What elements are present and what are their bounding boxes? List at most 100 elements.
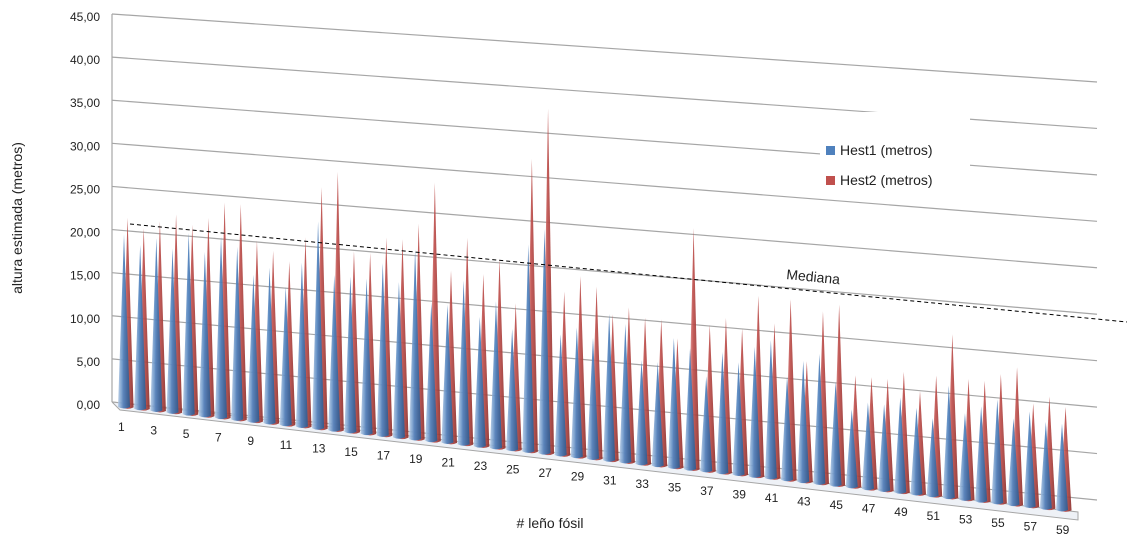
x-tick-label: 49 <box>894 505 908 519</box>
cone-hest1 <box>457 280 470 446</box>
cone-hest1 <box>231 246 244 421</box>
cone-hest1 <box>328 274 341 432</box>
gridline <box>111 185 1098 269</box>
cone-hest1 <box>150 238 163 413</box>
x-tick-label: 15 <box>344 445 358 459</box>
cone-hest1 <box>489 301 502 450</box>
gridline <box>111 315 1098 408</box>
cone-hest1 <box>215 236 228 420</box>
x-tick-label: 7 <box>215 431 222 445</box>
cone-hest1 <box>538 228 551 455</box>
x-tick-label: 31 <box>603 473 617 487</box>
cone-hest1 <box>635 360 648 466</box>
x-tick-label: 11 <box>280 438 293 452</box>
x-axis-title: # leño fósil <box>517 515 584 531</box>
gridline <box>111 228 1098 315</box>
cone-hest1 <box>878 404 891 492</box>
cone-hest1 <box>360 278 373 436</box>
cone-hest1 <box>975 406 988 503</box>
legend-swatch-hest1 <box>826 146 835 155</box>
y-tick-label: 20,00 <box>70 226 100 240</box>
cone-hest1 <box>797 360 810 484</box>
x-tick-label: 9 <box>247 434 254 448</box>
x-tick-labels: 1 3 5 7 9 11 13 15 17 19 21 23 25 27 29 31 33 35 37 39 41 43 4… <box>118 420 1070 537</box>
cone-hest1 <box>570 327 583 459</box>
cone-hest1 <box>166 248 179 414</box>
cone-hest1 <box>651 362 664 468</box>
cone-hest1 <box>441 304 454 445</box>
x-tick-label: 21 <box>441 456 455 470</box>
x-tick-label: 29 <box>571 470 585 484</box>
cone-hest1 <box>829 381 842 487</box>
cone-hest1 <box>764 340 777 480</box>
median-line <box>129 223 1127 323</box>
y-tick-label: 10,00 <box>70 312 100 326</box>
cone-hest1 <box>376 262 389 437</box>
cone-hest1 <box>700 376 713 473</box>
cone-hest1 <box>295 262 308 429</box>
x-tick-label: 43 <box>797 495 811 509</box>
x-tick-label: 45 <box>830 498 844 512</box>
y-axis-title: altura estimada (metros) <box>9 142 25 294</box>
x-tick-label: 35 <box>668 480 682 494</box>
x-tick-label: 53 <box>959 512 973 526</box>
gridline <box>111 13 1098 83</box>
x-tick-label: 1 <box>118 420 125 434</box>
cone-hest1 <box>894 397 907 494</box>
x-tick-label: 19 <box>409 452 423 466</box>
cone-hest1 <box>1023 411 1036 508</box>
cone-hest1 <box>1039 422 1052 510</box>
y-tick-label: 15,00 <box>70 269 100 283</box>
y-tick-label: 0,00 <box>77 398 101 412</box>
x-tick-label: 13 <box>312 441 326 455</box>
cone-hest1 <box>134 244 147 411</box>
cone-hest1 <box>587 337 599 460</box>
cone-hest1 <box>247 274 260 423</box>
y-tick-label: 25,00 <box>70 182 100 196</box>
cone-hest1 <box>926 418 939 498</box>
cone-hest1 <box>392 281 405 439</box>
cone-hest1 <box>667 338 680 469</box>
x-tick-label: 33 <box>636 477 650 491</box>
cone-hest1 <box>684 348 697 471</box>
x-tick-label: 41 <box>765 491 779 505</box>
legend-label-hest2: Hest2 (metros) <box>840 172 933 188</box>
cone-hest1 <box>603 313 616 462</box>
x-tick-label: 59 <box>1056 523 1070 537</box>
cone-hest1 <box>748 346 761 478</box>
x-tick-label: 37 <box>700 484 714 498</box>
legend-swatch-hest2 <box>826 176 835 185</box>
cone-hest1 <box>781 376 794 482</box>
x-tick-label: 17 <box>377 448 391 462</box>
cone-hest1 <box>1007 418 1020 507</box>
y-tick-label: 40,00 <box>70 53 100 67</box>
y-tick-label: 45,00 <box>70 10 100 24</box>
y-tick-labels: 0,00 5,00 10,00 15,00 20,00 25,00 30,00 35,00 40… <box>70 10 100 412</box>
cone-hest1 <box>554 334 567 457</box>
x-tick-label: 57 <box>1024 519 1038 533</box>
cone-hest1 <box>409 249 422 441</box>
cone-hest1 <box>861 402 874 491</box>
x-tick-label: 55 <box>991 516 1005 530</box>
cone-hest1 <box>312 221 325 430</box>
cone-hest1 <box>506 328 519 452</box>
cone-hest1 <box>716 351 729 475</box>
cone-hest1 <box>845 409 858 489</box>
median-label: Mediana <box>786 266 841 287</box>
cone-hest1 <box>425 302 438 443</box>
data-cones <box>118 108 1072 512</box>
cone-hest1 <box>344 276 357 434</box>
cone-hest1 <box>279 286 292 427</box>
cone-hest1 <box>1056 423 1068 512</box>
gridline <box>111 272 1098 362</box>
x-tick-label: 39 <box>733 487 747 501</box>
x-tick-label: 5 <box>183 427 190 441</box>
cone-hest1 <box>991 399 1004 505</box>
x-tick-label: 47 <box>862 502 876 516</box>
y-tick-label: 30,00 <box>70 139 100 153</box>
y-tick-label: 5,00 <box>77 355 101 369</box>
cone-hest1 <box>263 267 276 425</box>
cone-hest1 <box>473 316 486 448</box>
